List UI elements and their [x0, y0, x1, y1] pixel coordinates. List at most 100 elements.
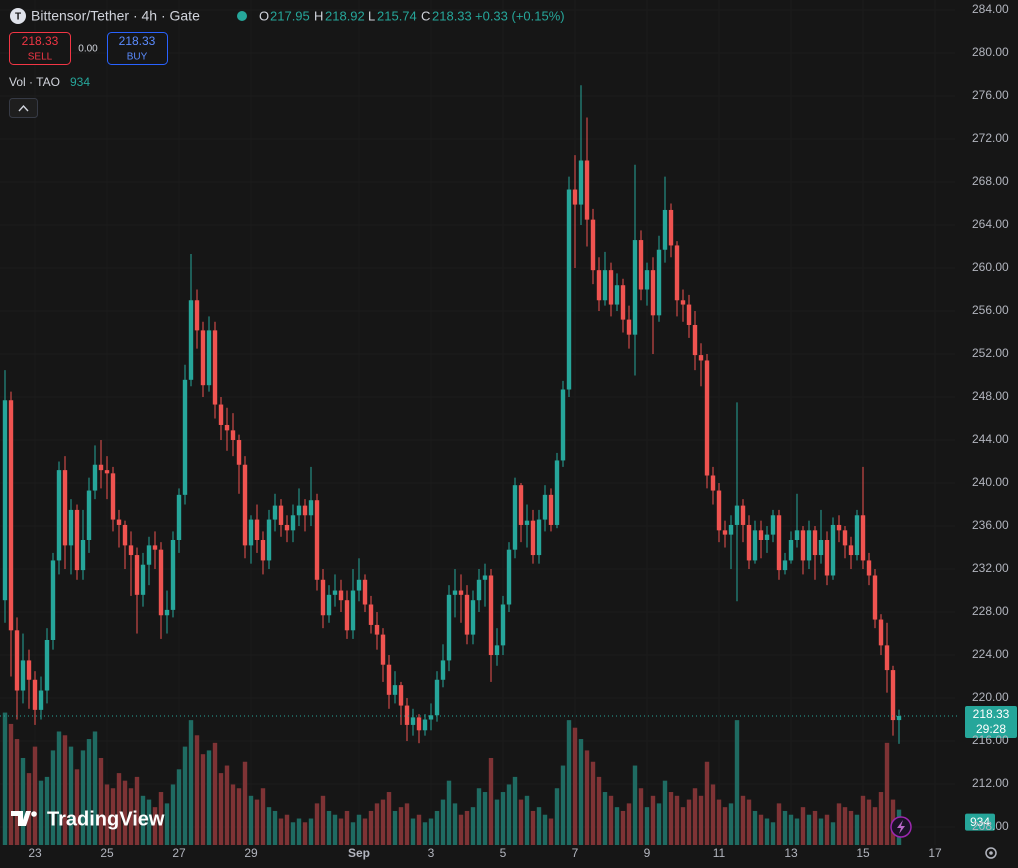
volume-bar: [482, 792, 488, 845]
collapse-button[interactable]: [9, 98, 38, 118]
candle-body: [716, 490, 722, 531]
volume-bar: [752, 810, 758, 845]
brand-logo: TradingView: [11, 808, 165, 830]
volume-bar: [716, 799, 722, 845]
volume-bar: [404, 803, 410, 845]
volume-bar: [470, 807, 476, 845]
volume-bar: [374, 803, 380, 845]
volume-bar: [488, 757, 494, 845]
volume-bar: [578, 739, 584, 845]
candle-body: [674, 245, 680, 301]
sell-button[interactable]: 218.33 SELL: [9, 32, 71, 65]
volume-bar: [428, 818, 434, 845]
volume-bar: [170, 784, 176, 845]
y-tick-label: 220.00: [972, 690, 1009, 704]
collapse-chevron[interactable]: [18, 104, 29, 112]
volume-bar: [722, 807, 728, 845]
settings-gear[interactable]: [985, 847, 997, 859]
volume-bar: [812, 810, 818, 845]
volume-bars: [2, 712, 902, 845]
volume-bar: [854, 814, 860, 845]
candle-body: [644, 270, 650, 290]
buy-button-frame[interactable]: [107, 32, 168, 65]
candle-body: [740, 505, 746, 525]
last-volume-box: [965, 813, 995, 831]
candle-body: [362, 579, 368, 605]
candle-body: [854, 515, 860, 556]
volume-bar: [590, 761, 596, 845]
candle-body: [164, 609, 170, 616]
candle-body: [824, 540, 830, 576]
y-tick-label: 256.00: [972, 303, 1009, 317]
candle-body: [284, 524, 290, 531]
brand-mark: [11, 811, 31, 826]
candle-body: [92, 464, 98, 491]
volume-bar: [356, 814, 362, 845]
bar-countdown: 29:28: [976, 722, 1006, 736]
candle-body: [440, 660, 446, 680]
sell-price[interactable]: 218.33: [22, 34, 59, 48]
volume-bar: [350, 822, 356, 845]
volume-bar: [8, 723, 14, 845]
collapse-button-frame[interactable]: [9, 98, 38, 118]
volume-bar: [332, 814, 338, 845]
chart-title[interactable]: Bittensor/Tether · 4h · Gate: [31, 8, 200, 24]
buy-label[interactable]: BUY: [127, 52, 148, 63]
candle-body: [344, 600, 350, 631]
candle-body: [782, 560, 788, 571]
buy-button[interactable]: 218.33 BUY: [107, 32, 168, 65]
candle-body: [50, 560, 56, 640]
candle-body: [650, 270, 656, 316]
volume-bar: [794, 818, 800, 845]
volume-bar: [122, 780, 128, 845]
y-tick-label: 208.00: [972, 819, 1009, 833]
volume-bar: [182, 746, 188, 845]
candle-body: [212, 330, 218, 405]
volume-bar: [338, 818, 344, 845]
volume-bar: [830, 822, 836, 845]
y-tick-label: 276.00: [972, 88, 1009, 102]
candle-body: [182, 379, 188, 495]
candle-body: [314, 500, 320, 580]
volume-bar: [98, 757, 104, 845]
alert-button-icon[interactable]: [897, 820, 905, 834]
volume-bar: [584, 750, 590, 845]
volume-bar: [506, 784, 512, 845]
candle-body: [632, 240, 638, 335]
volume-bar: [524, 795, 530, 845]
last-volume-label: 934: [970, 815, 990, 829]
alert-button[interactable]: [890, 816, 912, 838]
candle-body: [698, 355, 704, 361]
x-tick-label: 15: [856, 846, 870, 860]
volume-bar: [626, 803, 632, 845]
settings-button[interactable]: [985, 847, 997, 859]
volume-bar: [104, 784, 110, 845]
candle-body: [110, 473, 116, 520]
candle-body: [836, 524, 842, 531]
volume-bar: [836, 803, 842, 845]
volume-bar: [464, 810, 470, 845]
candle-body: [848, 545, 854, 556]
volume-bar: [152, 807, 158, 845]
sell-button-frame[interactable]: [9, 32, 71, 65]
volume-bar: [212, 742, 218, 845]
volume-bar: [290, 822, 296, 845]
spread: 0.00: [78, 44, 98, 55]
x-tick-label: 27: [172, 846, 186, 860]
settings-gear-hub[interactable]: [989, 851, 993, 855]
candle-body: [494, 645, 500, 656]
candle-body: [128, 545, 134, 556]
sell-label[interactable]: SELL: [28, 52, 53, 63]
volume-bar: [344, 810, 350, 845]
ohlc-value: 217.95: [270, 8, 310, 23]
volume-bar: [704, 761, 710, 845]
candle-body: [524, 520, 530, 525]
candle-body: [590, 219, 596, 271]
candle-body: [422, 719, 428, 731]
candle-body: [2, 400, 8, 601]
volume-bar: [878, 792, 884, 845]
candle-body: [158, 549, 164, 616]
buy-price[interactable]: 218.33: [119, 34, 156, 48]
volume-bar: [14, 739, 20, 845]
